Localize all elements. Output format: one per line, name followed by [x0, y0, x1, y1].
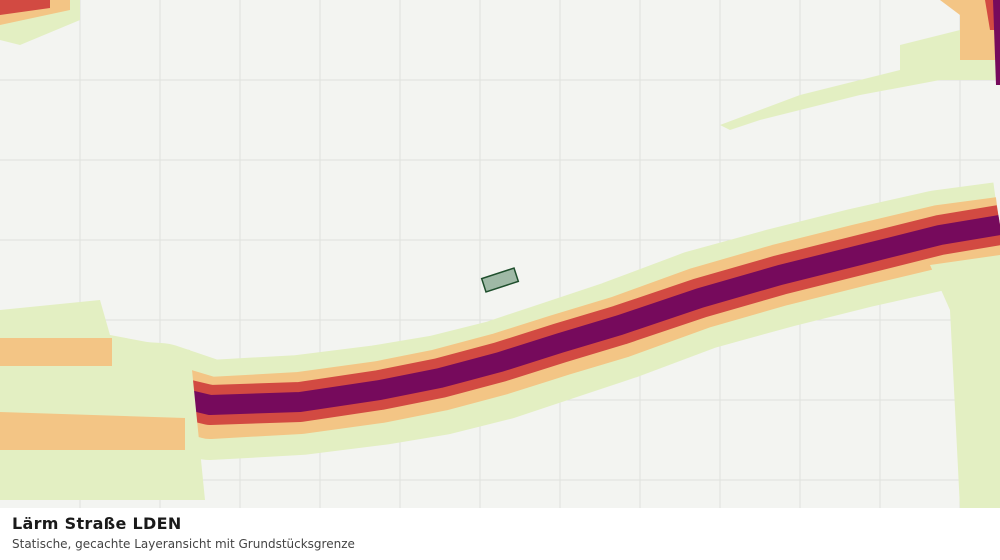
parcel-boundary[interactable] — [480, 267, 520, 293]
map — [0, 0, 1000, 508]
noise-area — [720, 70, 940, 130]
map-subtitle: Statische, gecachte Layeransicht mit Gru… — [12, 537, 355, 551]
noise-area — [0, 0, 50, 15]
noise-area — [0, 338, 112, 366]
caption: Lärm Straße LDEN Statische, gecachte Lay… — [0, 508, 1000, 560]
noise-area — [930, 255, 1000, 508]
noise-area — [940, 0, 1000, 60]
noise-bands — [0, 182, 1000, 460]
noise-area — [0, 412, 185, 450]
noise-band-very-high — [0, 215, 1000, 415]
map-title: Lärm Straße LDEN — [12, 514, 182, 533]
noise-areas — [0, 0, 1000, 508]
noise-area — [993, 0, 1000, 85]
